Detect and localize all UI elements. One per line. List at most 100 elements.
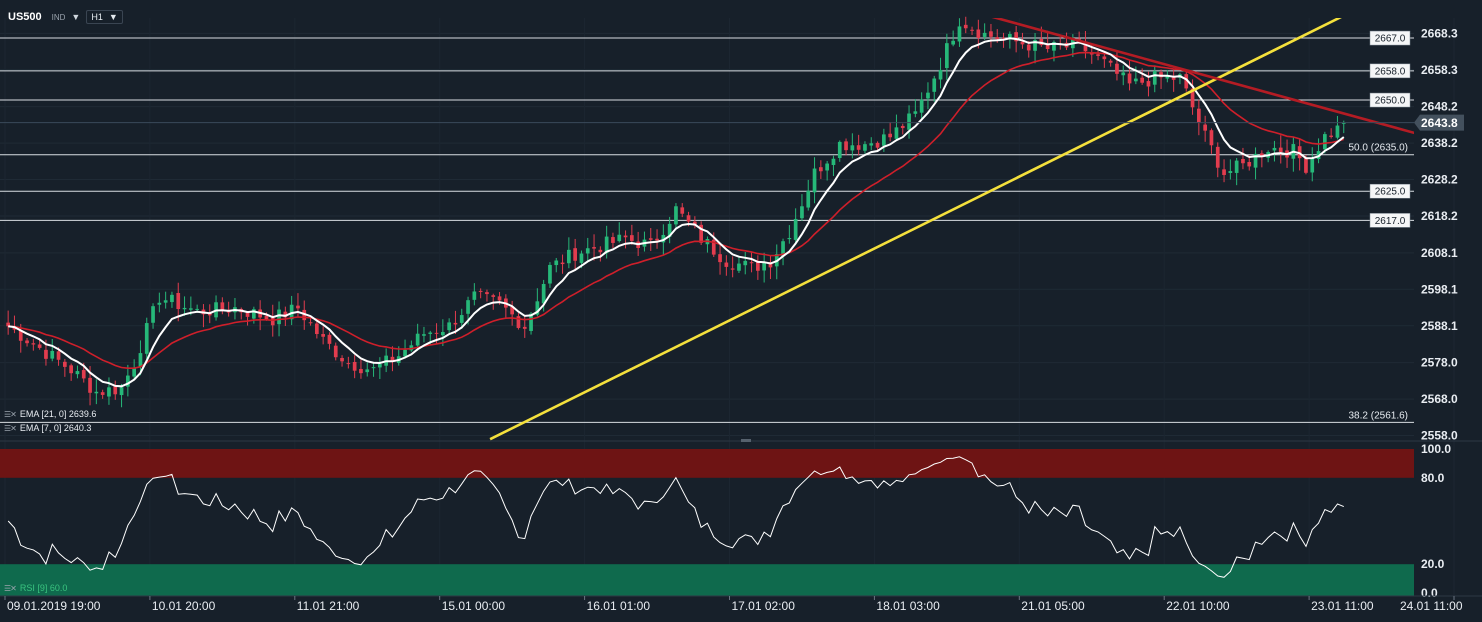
candle bbox=[623, 235, 628, 238]
candle bbox=[756, 260, 760, 271]
candle bbox=[119, 387, 124, 396]
candle bbox=[466, 300, 470, 314]
candle bbox=[478, 290, 483, 292]
ema21-legend[interactable]: ☰✕ EMA [21, 0] 2639.6 bbox=[4, 409, 96, 419]
rsi-line bbox=[7, 456, 1344, 578]
candle bbox=[264, 315, 269, 320]
candle bbox=[333, 345, 338, 358]
candle bbox=[69, 365, 73, 374]
candle bbox=[138, 353, 143, 367]
candle bbox=[1020, 41, 1025, 45]
rsi-oversold-zone bbox=[0, 564, 1414, 596]
ema7-legend[interactable]: ☰✕ EMA [7, 0] 2640.3 bbox=[4, 423, 91, 433]
candle bbox=[837, 141, 842, 159]
candle bbox=[113, 385, 118, 395]
level-label: 2667.0 bbox=[1375, 34, 1406, 45]
candle bbox=[516, 316, 521, 328]
candle bbox=[365, 369, 370, 373]
candle bbox=[667, 223, 672, 237]
candle bbox=[1077, 38, 1081, 40]
candle bbox=[441, 331, 445, 336]
candle bbox=[31, 343, 36, 345]
candle bbox=[579, 253, 584, 263]
candle bbox=[315, 323, 319, 335]
candle bbox=[63, 361, 67, 367]
candle bbox=[434, 332, 439, 334]
rsi-legend[interactable]: ☰✕ RSI [9] 60.0 bbox=[4, 583, 67, 593]
candle bbox=[44, 349, 48, 359]
candle bbox=[497, 296, 502, 301]
candle bbox=[18, 330, 23, 341]
candle bbox=[1310, 157, 1315, 173]
candle bbox=[806, 190, 811, 208]
symbol-label[interactable]: US500 bbox=[8, 11, 42, 23]
candle bbox=[875, 142, 880, 148]
candle bbox=[743, 260, 748, 266]
candle bbox=[422, 334, 426, 336]
y-axis-tick-label: 2608.1 bbox=[1421, 246, 1458, 260]
candle bbox=[151, 306, 155, 323]
candle bbox=[1121, 72, 1126, 76]
ema21-label: EMA [21, 0] 2639.6 bbox=[19, 409, 97, 419]
candle bbox=[711, 239, 716, 255]
candle bbox=[951, 40, 955, 45]
candle bbox=[485, 292, 489, 295]
candle bbox=[938, 70, 943, 80]
candle bbox=[157, 302, 162, 305]
candle bbox=[724, 262, 729, 267]
candle bbox=[100, 392, 105, 395]
candle bbox=[327, 334, 332, 344]
candle bbox=[346, 363, 351, 365]
market-label: IND bbox=[51, 12, 66, 22]
level-label: 2625.0 bbox=[1375, 187, 1406, 198]
candle bbox=[648, 238, 653, 240]
candle bbox=[1253, 153, 1258, 168]
candle bbox=[1026, 44, 1031, 51]
rsi-overbought-zone bbox=[0, 449, 1414, 478]
candle bbox=[919, 99, 924, 113]
candle bbox=[1260, 153, 1264, 158]
candle bbox=[592, 247, 596, 249]
y-axis-tick-label: 2638.2 bbox=[1421, 136, 1458, 150]
candle bbox=[403, 349, 407, 357]
candle bbox=[737, 263, 741, 271]
candle bbox=[1215, 146, 1220, 168]
candle bbox=[995, 37, 1000, 40]
candle bbox=[491, 295, 496, 297]
candle bbox=[1008, 34, 1012, 39]
candle bbox=[680, 207, 685, 214]
timeframe-select[interactable]: H1 ▼ bbox=[86, 10, 123, 24]
candle bbox=[1247, 161, 1252, 167]
level-label: 2650.0 bbox=[1375, 96, 1406, 107]
y-axis-tick-label: 2558.0 bbox=[1421, 429, 1458, 443]
candle bbox=[75, 371, 80, 375]
x-axis-tick-label: 09.01.2019 19:00 bbox=[7, 599, 101, 613]
candle bbox=[340, 357, 344, 362]
y-axis-tick-label: 2658.3 bbox=[1421, 63, 1458, 77]
candle bbox=[1159, 72, 1163, 78]
candle bbox=[888, 133, 892, 138]
candle bbox=[850, 145, 855, 151]
settings-icon[interactable]: ☰✕ bbox=[4, 423, 17, 433]
candle bbox=[378, 363, 382, 368]
candle bbox=[567, 249, 571, 264]
candle bbox=[907, 113, 911, 130]
x-axis-tick-label: 17.01 02:00 bbox=[732, 599, 796, 613]
candle bbox=[308, 322, 313, 324]
candle bbox=[277, 309, 281, 325]
support-trendline bbox=[489, 18, 1342, 441]
settings-icon[interactable]: ☰✕ bbox=[4, 409, 17, 419]
settings-icon[interactable]: ☰✕ bbox=[4, 583, 17, 593]
timeframe-label: H1 bbox=[91, 12, 103, 22]
candle bbox=[428, 332, 433, 334]
candle bbox=[1033, 39, 1037, 51]
chevron-down-icon[interactable]: ▼ bbox=[71, 12, 81, 22]
candle bbox=[793, 218, 798, 240]
candle bbox=[630, 235, 634, 241]
candle bbox=[1335, 125, 1340, 138]
candle bbox=[81, 370, 86, 379]
candle bbox=[1152, 70, 1157, 85]
resistance-trendline bbox=[991, 18, 1414, 135]
candle bbox=[882, 134, 886, 146]
